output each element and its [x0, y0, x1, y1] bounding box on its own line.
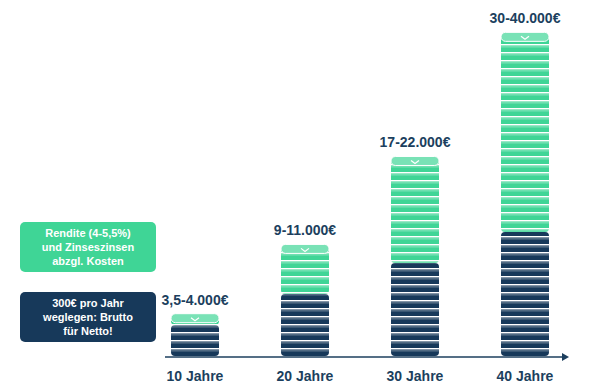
- coin-top: [171, 314, 219, 323]
- coin-top: [391, 156, 439, 165]
- bar-segment: [281, 247, 329, 294]
- bars: [171, 35, 549, 356]
- bar-segment: [391, 159, 439, 262]
- x-tick-label: 10 Jahre: [167, 368, 224, 384]
- bar-segment: [281, 294, 329, 356]
- annotation: 9-11.000€: [274, 222, 336, 238]
- bar-segment: [501, 232, 549, 356]
- x-tick-label: 20 Jahre: [277, 368, 334, 384]
- annotation: 30-40.000€: [490, 10, 561, 26]
- coin-icon: [521, 36, 529, 39]
- bar-segment: [391, 263, 439, 356]
- bar-segment: [501, 35, 549, 232]
- coin-icon: [191, 318, 199, 321]
- coin-top: [501, 32, 549, 41]
- x-tick-label: 40 Jahre: [497, 368, 554, 384]
- bar-segment: [171, 325, 219, 356]
- x-axis: [165, 356, 562, 358]
- annotation: 3,5-4.000€: [162, 292, 229, 308]
- legend-entry: 300€ pro Jahr weglegen: Brutto für Netto…: [20, 292, 156, 342]
- axis-arrow: [562, 353, 569, 361]
- legend-entry: Rendite (4-5,5%) und Zinseszinsen abzgl.…: [20, 222, 156, 272]
- x-tick-label: 30 Jahre: [387, 368, 444, 384]
- coin-icon: [301, 248, 309, 251]
- labels: 3,5-4.000€ 9-11.000€ 17-22.000€ 30-40.000€ 1…: [162, 10, 561, 384]
- annotation: 17-22.000€: [380, 134, 451, 150]
- coin-icon: [411, 160, 419, 163]
- coin-top: [281, 244, 329, 253]
